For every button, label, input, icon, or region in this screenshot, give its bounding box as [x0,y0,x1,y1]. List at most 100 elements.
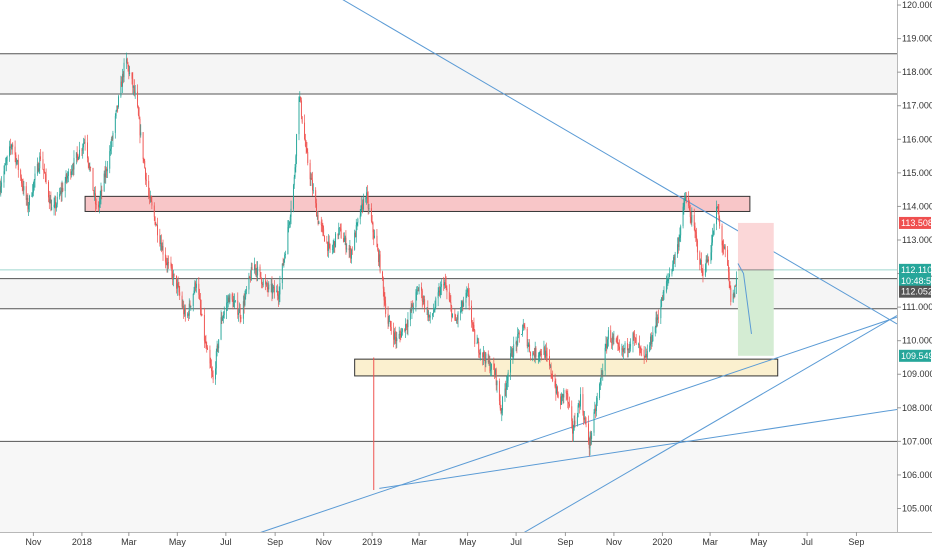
candle-body [634,337,636,339]
candle-body [654,327,656,333]
candle-body [221,317,223,321]
candle-body [355,232,356,238]
x-tick-label: Jul [510,537,522,547]
y-tick-label: 111.000 [902,302,932,312]
candle-body [150,196,152,202]
candle-body [716,206,718,208]
short-position-tool[interactable] [737,222,774,356]
take-profit-zone[interactable] [737,269,774,356]
candle-body [535,348,537,357]
candle-body [393,332,395,340]
candle-body [501,410,503,413]
candle-body [468,294,470,306]
candle-body [635,337,637,345]
trendline[interactable] [335,0,898,325]
candle-body [646,350,648,358]
candle-body [232,299,234,307]
candle-body [48,197,50,204]
candle-body [390,326,392,331]
candle-body [385,303,387,314]
candle-body [607,330,609,340]
candle-body [31,195,33,197]
candle-body [528,344,530,346]
candle-body [562,394,564,398]
candle-body [149,196,151,198]
candle-body [250,267,252,280]
candle-body [694,226,696,233]
candle-body [210,363,212,368]
trendline[interactable] [379,408,898,489]
candle-body [354,232,356,250]
candle-body [70,171,72,176]
candle-body [187,313,189,317]
candle-body [580,394,581,407]
candle-body [443,283,445,286]
candle-body [578,404,580,406]
candle-body [246,289,247,291]
candle-body [329,243,331,250]
candle-body [734,285,736,298]
candle-body [593,412,595,433]
candle-body [417,289,419,292]
candle-body [81,149,83,151]
x-tick-label: Mar [121,537,137,547]
candle-body [51,207,53,211]
candle-body [238,309,240,314]
candle-body [335,233,337,248]
candle-body [465,292,467,303]
candle-body [544,347,546,358]
candle-body [591,432,593,439]
candle-body [589,435,591,449]
candle-body [240,317,242,319]
candle-body [223,315,224,318]
candle-body [499,401,501,409]
candle-body [683,202,685,207]
candle-body [312,190,314,192]
candle-body [660,306,662,319]
candle-body [3,171,5,183]
x-tick-label: Jul [801,537,813,547]
resistance-zone[interactable] [84,195,751,212]
candle-body [231,294,233,300]
price-tag-label: 112.052 [901,287,932,297]
candle-body [706,259,708,263]
candle-body [724,246,726,250]
candle-body [370,208,372,222]
candle-body [125,58,127,63]
candle-body [577,405,579,418]
candle-body [610,330,612,342]
candle-body [377,247,379,251]
candle-body [311,177,313,180]
candle-body [168,262,170,264]
candle-body [472,323,474,325]
candle-body [421,290,423,301]
candle-body [21,177,22,184]
candle-body [362,203,364,210]
candle-body [114,116,116,133]
candle-body [534,348,536,358]
candle-body [661,297,663,301]
candle-body [189,303,191,307]
x-tick-label: Mar [411,537,427,547]
support-zone[interactable] [354,358,779,377]
candle-body [552,376,554,381]
candle-body [73,157,75,170]
candle-body [139,118,141,136]
y-tick-label: 110.000 [902,336,932,346]
stop-loss-zone[interactable] [737,222,774,270]
candle-body [200,307,202,315]
candle-body [44,171,45,174]
candle-body [718,210,720,219]
candle-body [49,199,51,204]
candle-body [691,215,693,223]
candle-body [632,333,634,345]
candle-body [668,277,670,280]
candle-body [611,336,613,343]
trendline[interactable] [519,315,898,536]
candle-body [556,386,558,396]
candle-body [729,281,731,288]
candle-body [366,192,368,198]
candle-body [206,347,208,349]
candle-body [704,271,706,276]
